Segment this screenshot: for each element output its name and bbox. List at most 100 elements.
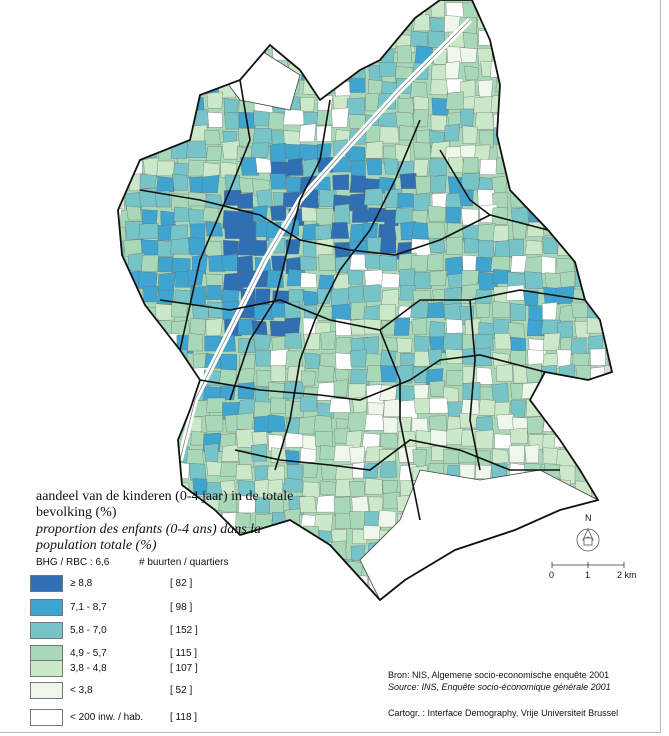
- neighbourhood-cell: [589, 204, 605, 222]
- neighbourhood-cell: [304, 352, 321, 369]
- neighbourhood-cell: [206, 64, 227, 81]
- neighbourhood-cell: [461, 559, 479, 576]
- neighbourhood-cell: [347, 285, 364, 304]
- legend-range: 5,8 - 7,0: [70, 625, 107, 636]
- neighbourhood-cell: [474, 334, 494, 351]
- neighbourhood-cell: [139, 16, 156, 34]
- neighbourhood-cell: [413, 272, 433, 289]
- neighbourhood-cell: [251, 443, 267, 462]
- neighbourhood-cell: [153, 461, 173, 478]
- neighbourhood-cell: [538, 96, 555, 116]
- neighbourhood-cell: [174, 49, 192, 68]
- neighbourhood-cell: [556, 128, 574, 147]
- neighbourhood-cell: [366, 158, 382, 176]
- neighbourhood-cell: [301, 611, 320, 627]
- neighbourhood-cell: [329, 397, 351, 413]
- neighbourhood-cell: [445, 60, 461, 80]
- neighbourhood-cell: [605, 480, 612, 498]
- neighbourhood-cell: [157, 240, 174, 257]
- map-title-dutch: aandeel van de kinderen (0-4 jaar) in de…: [36, 489, 294, 520]
- neighbourhood-cell: [254, 13, 270, 29]
- neighbourhood-cell: [286, 464, 303, 483]
- neighbourhood-cell: [235, 574, 252, 592]
- neighbourhood-cell: [507, 542, 526, 560]
- neighbourhood-cell: [557, 187, 575, 206]
- neighbourhood-cell: [541, 528, 560, 548]
- neighbourhood-cell: [542, 124, 560, 144]
- neighbourhood-cell: [476, 561, 495, 577]
- neighbourhood-cell: [459, 108, 475, 127]
- neighbourhood-cell: [559, 14, 579, 32]
- neighbourhood-cell: [251, 589, 270, 600]
- neighbourhood-cell: [302, 462, 319, 478]
- neighbourhood-cell: [478, 240, 495, 258]
- neighbourhood-cell: [350, 318, 367, 336]
- neighbourhood-cell: [269, 173, 287, 190]
- neighbourhood-cell: [556, 385, 575, 401]
- neighbourhood-cell: [606, 590, 612, 600]
- neighbourhood-cell: [528, 207, 544, 223]
- neighbourhood-cell: [189, 463, 207, 481]
- neighbourhood-cell: [606, 0, 612, 17]
- neighbourhood-cell: [508, 239, 524, 257]
- neighbourhood-cell: [155, 0, 174, 15]
- neighbourhood-cell: [302, 559, 320, 578]
- neighbourhood-cell: [220, 47, 241, 63]
- neighbourhood-cell: [539, 31, 558, 49]
- neighbourhood-cell: [586, 1, 606, 16]
- neighbourhood-cell: [507, 64, 526, 81]
- neighbourhood-cell: [491, 382, 509, 404]
- neighbourhood-cell: [491, 593, 506, 600]
- neighbourhood-cell: [316, 576, 334, 593]
- neighbourhood-cell: [607, 267, 612, 286]
- neighbourhood-cell: [587, 301, 605, 319]
- neighbourhood-cell: [397, 192, 415, 208]
- neighbourhood-cell: [300, 97, 316, 112]
- neighbourhood-cell: [238, 450, 255, 468]
- neighbourhood-cell: [187, 76, 206, 93]
- neighbourhood-cell: [335, 572, 354, 588]
- neighbourhood-cell: [604, 29, 612, 49]
- neighbourhood-cell: [542, 332, 561, 351]
- neighbourhood-cell: [491, 0, 508, 18]
- neighbourhood-cell: [444, 123, 460, 142]
- neighbourhood-cell: [572, 128, 591, 145]
- neighbourhood-cell: [348, 17, 366, 35]
- neighbourhood-cell: [607, 142, 612, 160]
- neighbourhood-cell: [428, 237, 446, 253]
- neighbourhood-cell: [208, 254, 225, 272]
- neighbourhood-cell: [555, 159, 573, 177]
- neighbourhood-cell: [415, 176, 433, 195]
- neighbourhood-cell: [334, 368, 350, 384]
- neighbourhood-cell: [524, 577, 545, 595]
- neighbourhood-cell: [142, 462, 158, 479]
- neighbourhood-cell: [317, 365, 335, 383]
- legend-count: [ 152 ]: [170, 625, 198, 636]
- neighbourhood-cell: [367, 496, 384, 513]
- neighbourhood-cell: [429, 429, 449, 447]
- neighbourhood-cell: [527, 44, 544, 62]
- neighbourhood-cell: [606, 332, 612, 352]
- neighbourhood-cell: [237, 0, 254, 18]
- neighbourhood-cell: [172, 173, 189, 191]
- neighbourhood-cell: [302, 434, 319, 451]
- neighbourhood-cell: [143, 285, 159, 303]
- neighbourhood-cell: [124, 429, 139, 446]
- neighbourhood-cell: [585, 384, 605, 400]
- neighbourhood-cell: [509, 303, 526, 321]
- legend-range: < 200 inw. / hab.: [70, 712, 144, 723]
- neighbourhood-cell: [334, 512, 352, 529]
- neighbourhood-cell: [286, 609, 305, 624]
- neighbourhood-cell: [253, 415, 272, 434]
- neighbourhood-cell: [345, 97, 366, 116]
- neighbourhood-cell: [524, 157, 540, 174]
- neighbourhood-cell: [575, 239, 594, 258]
- neighbourhood-cell: [445, 318, 464, 334]
- neighbourhood-cell: [399, 172, 418, 189]
- neighbourhood-cell: [188, 209, 207, 228]
- neighbourhood-cell: [542, 0, 560, 14]
- neighbourhood-cell: [540, 141, 560, 159]
- neighbourhood-cell: [383, 158, 399, 175]
- legend-row: < 3,8 [ 52 ]: [30, 682, 230, 700]
